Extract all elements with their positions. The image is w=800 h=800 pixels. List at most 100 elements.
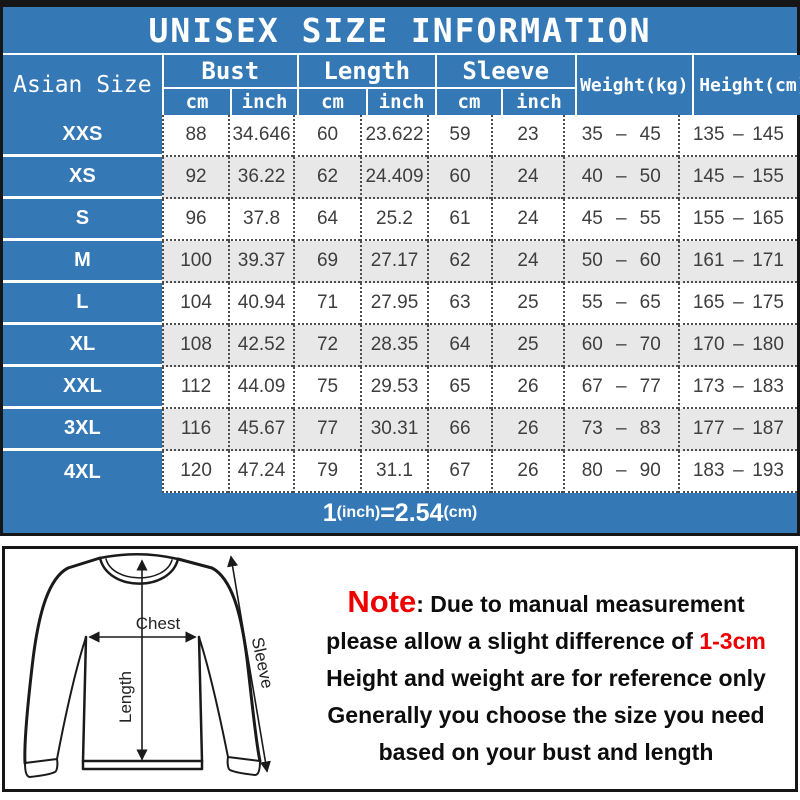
- weight-min: 73: [581, 418, 603, 439]
- table-header: Asian Size Bust Length Sleeve Weight(kg)…: [3, 55, 800, 115]
- header-sleeve: Sleeve: [436, 55, 575, 87]
- note-line-1-text: : Due to manual measurement: [416, 591, 745, 617]
- height-max: 187: [752, 418, 784, 439]
- size-label-cell: 3XL: [3, 409, 162, 451]
- header-length-cm: cm: [298, 89, 367, 115]
- sleeve-cm-cell: 67: [426, 451, 492, 493]
- size-label-cell: XXS: [3, 115, 162, 157]
- range-dash: –: [733, 418, 744, 439]
- length-inch-cell: 27.17: [360, 241, 427, 283]
- height-min: 177: [692, 418, 725, 439]
- height-range-cell: 183–193: [677, 451, 797, 493]
- note-line-2: please allow a slight difference of 1-3c…: [297, 623, 795, 660]
- range-dash: –: [733, 124, 744, 145]
- height-max: 183: [752, 376, 784, 397]
- weight-range-cell: 80–90: [562, 451, 678, 493]
- header-sleeve-inch: inch: [503, 89, 575, 115]
- header-weight: Weight(kg): [576, 55, 692, 115]
- height-range-cell: 161–171: [677, 241, 797, 283]
- size-label-cell: XS: [3, 157, 162, 199]
- height-min: 155: [692, 208, 725, 229]
- sleeve-cm-cell: 63: [426, 283, 492, 325]
- range-dash: –: [615, 166, 627, 187]
- table-row: M 100 39.37 69 27.17 62 24 50–60 161–171: [3, 241, 797, 283]
- conversion-part: (cm): [443, 504, 478, 521]
- weight-min: 55: [581, 292, 603, 313]
- height-min: 170: [692, 334, 725, 355]
- bust-cm-cell: 92: [161, 157, 229, 199]
- note-line-3: Height and weight are for reference only: [326, 665, 766, 691]
- length-inch-cell: 29.53: [360, 367, 427, 409]
- range-dash: –: [733, 376, 744, 397]
- size-table-section: UNISEX SIZE INFORMATION Asian Size Bust …: [0, 0, 800, 536]
- length-cm-cell: 71: [292, 283, 361, 325]
- weight-min: 60: [581, 334, 603, 355]
- weight-range-cell: 55–65: [562, 283, 678, 325]
- height-min: 183: [692, 460, 725, 481]
- sleeve-inch-cell: 26: [491, 451, 563, 493]
- page-title: UNISEX SIZE INFORMATION: [148, 10, 652, 50]
- table-body: XXS 88 34.646 60 23.622 59 23 35–45 135–…: [3, 115, 797, 493]
- range-dash: –: [733, 292, 744, 313]
- range-dash: –: [615, 334, 627, 355]
- header-length: Length: [298, 55, 435, 87]
- bust-cm-cell: 112: [161, 367, 229, 409]
- height-range-cell: 135–145: [677, 115, 797, 157]
- weight-range-cell: 40–50: [562, 157, 678, 199]
- range-dash: –: [733, 460, 744, 481]
- table-row: XS 92 36.22 62 24.409 60 24 40–50 145–15…: [3, 157, 797, 199]
- height-max: 175: [752, 292, 784, 313]
- length-inch-cell: 24.409: [360, 157, 427, 199]
- size-label-cell: L: [3, 283, 162, 325]
- bust-cm-cell: 100: [161, 241, 229, 283]
- bust-inch-cell: 39.37: [228, 241, 293, 283]
- range-dash: –: [733, 166, 744, 187]
- header-bust-inch: inch: [232, 89, 297, 115]
- header-length-inch: inch: [368, 89, 435, 115]
- length-cm-cell: 79: [292, 451, 361, 493]
- table-row: 4XL 120 47.24 79 31.1 67 26 80–90 183–19…: [3, 451, 797, 493]
- range-dash: –: [615, 208, 627, 229]
- height-range-cell: 170–180: [677, 325, 797, 367]
- weight-max: 45: [639, 124, 661, 145]
- height-max: 193: [752, 460, 784, 481]
- length-inch-cell: 28.35: [360, 325, 427, 367]
- height-range-cell: 145–155: [677, 157, 797, 199]
- sleeve-inch-cell: 26: [491, 409, 563, 451]
- note-line-5: based on your bust and length: [378, 739, 714, 765]
- header-asian-size: Asian Size: [3, 55, 162, 115]
- sleeve-inch-cell: 25: [491, 325, 563, 367]
- length-cm-cell: 72: [292, 325, 361, 367]
- shirt-diagram-icon: Chest Length Sleeve: [23, 552, 277, 778]
- weight-max: 83: [639, 418, 661, 439]
- note-text: Note: Due to manual measurement please a…: [297, 549, 795, 789]
- bust-inch-cell: 37.8: [228, 199, 293, 241]
- weight-max: 50: [639, 166, 661, 187]
- sleeve-cm-cell: 60: [426, 157, 492, 199]
- height-max: 171: [752, 250, 784, 271]
- sleeve-cm-cell: 62: [426, 241, 492, 283]
- range-dash: –: [615, 418, 627, 439]
- weight-max: 65: [639, 292, 661, 313]
- header-bust-cm: cm: [163, 89, 231, 115]
- range-dash: –: [615, 376, 627, 397]
- size-label-cell: XL: [3, 325, 162, 367]
- size-label-cell: 4XL: [3, 451, 162, 493]
- bust-inch-cell: 45.67: [228, 409, 293, 451]
- table-row: XXL 112 44.09 75 29.53 65 26 67–77 173–1…: [3, 367, 797, 409]
- height-min: 161: [692, 250, 725, 271]
- weight-min: 35: [581, 124, 603, 145]
- conversion-part: =2.54: [380, 498, 444, 527]
- note-box: Chest Length Sleeve Note: Due to manual …: [2, 546, 798, 792]
- header-height: Height(cm): [693, 55, 800, 115]
- table-row: 3XL 116 45.67 77 30.31 66 26 73–83 177–1…: [3, 409, 797, 451]
- bust-inch-cell: 34.646: [228, 115, 293, 157]
- bust-cm-cell: 116: [161, 409, 229, 451]
- range-dash: –: [615, 292, 627, 313]
- note-line-4: Generally you choose the size you need: [327, 702, 765, 728]
- length-inch-cell: 30.31: [360, 409, 427, 451]
- table-row: XXS 88 34.646 60 23.622 59 23 35–45 135–…: [3, 115, 797, 157]
- length-arrow-label: Length: [116, 671, 135, 723]
- header-bust: Bust: [163, 55, 297, 87]
- height-max: 155: [752, 166, 784, 187]
